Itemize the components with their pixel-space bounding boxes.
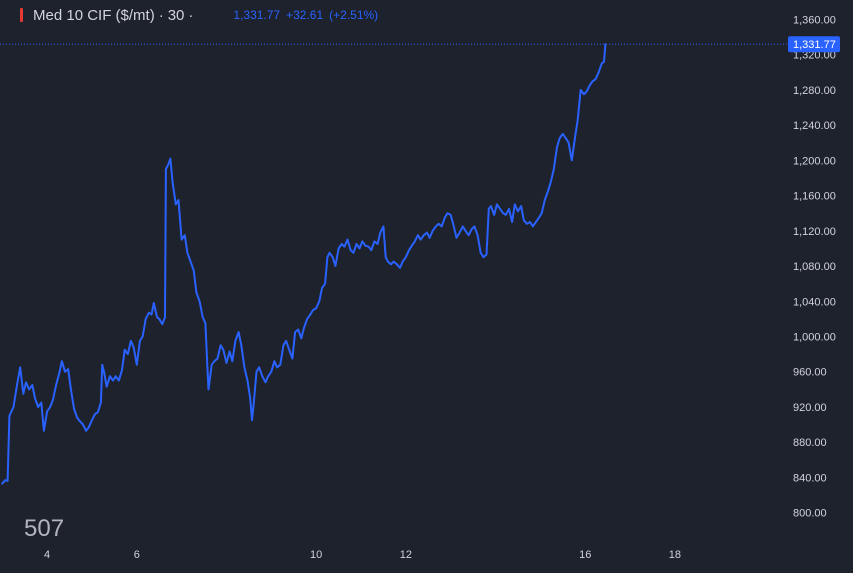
price-series-line	[1, 43, 607, 485]
time-axis[interactable]: 4 6 10 12 16 18	[44, 549, 681, 561]
y-tick-label: 960.00	[793, 367, 827, 379]
y-tick-label: 1,280.00	[793, 85, 836, 97]
y-tick-label: 1,200.00	[793, 155, 836, 167]
y-tick-label: 1,080.00	[793, 261, 836, 273]
symbol-title[interactable]: Med 10 CIF ($/mt)	[33, 6, 155, 24]
y-tick-label: 1,000.00	[793, 332, 836, 344]
last-price-text: 1,331.77	[793, 39, 836, 51]
y-tick-label: 880.00	[793, 437, 827, 449]
y-tick-label: 800.00	[793, 508, 827, 520]
x-tick-label: 10	[310, 549, 322, 561]
x-tick-label: 6	[134, 549, 140, 561]
change-percent: (+2.51%)	[329, 8, 379, 22]
change-value: +32.61	[286, 8, 324, 22]
y-tick-label: 1,320.00	[793, 50, 836, 62]
x-tick-label: 12	[400, 549, 412, 561]
separator: ·	[158, 6, 164, 24]
interval-label[interactable]: 30	[167, 6, 185, 24]
y-tick-label: 1,160.00	[793, 191, 836, 203]
y-tick-label: 1,120.00	[793, 226, 836, 238]
quote-values: 1,331.77 +32.61 (+2.51%)	[233, 8, 378, 22]
x-tick-label: 4	[44, 549, 50, 561]
separator: ·	[188, 6, 194, 24]
y-tick-label: 1,040.00	[793, 296, 836, 308]
y-tick-label: 1,360.00	[793, 14, 836, 26]
symbol-legend[interactable]: Med 10 CIF ($/mt) · 30 · 1,331.77 +32.61…	[20, 5, 378, 25]
y-tick-label: 1,240.00	[793, 120, 836, 132]
last-price-badge	[788, 36, 840, 53]
market-status-indicator	[20, 8, 23, 22]
x-tick-label: 16	[579, 549, 591, 561]
watermark-number: 507	[24, 515, 65, 542]
y-tick-label: 920.00	[793, 402, 827, 414]
last-value: 1,331.77	[233, 8, 281, 22]
last-price-label: 1,331.77	[788, 36, 840, 53]
x-tick-label: 18	[669, 549, 681, 561]
price-axis[interactable]: 800.00 840.00 880.00 920.00 960.00 1,000.00 1,…	[793, 14, 836, 519]
y-tick-label: 840.00	[793, 472, 827, 484]
